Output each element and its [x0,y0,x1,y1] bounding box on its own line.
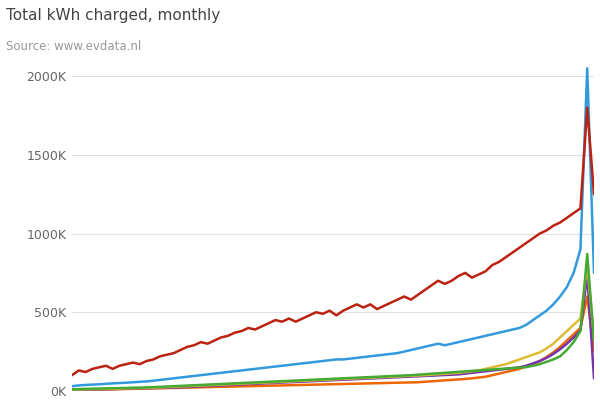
Text: Total kWh charged, monthly: Total kWh charged, monthly [6,8,220,23]
Text: Source: www.evdata.nl: Source: www.evdata.nl [6,40,141,53]
